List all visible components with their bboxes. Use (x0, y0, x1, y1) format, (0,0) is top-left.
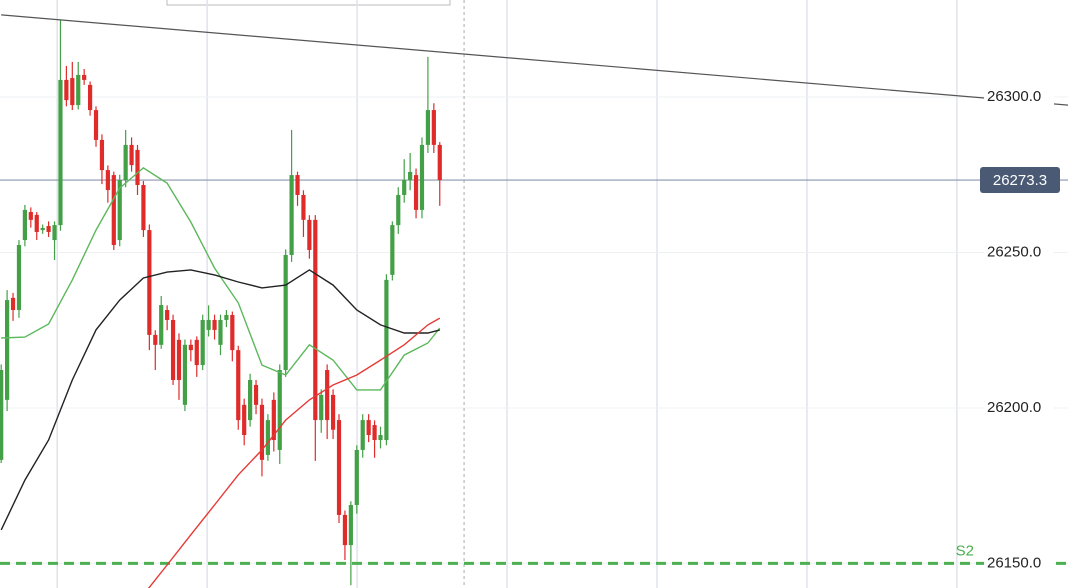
candle-body (413, 175, 419, 210)
candle-body (46, 226, 51, 232)
candle-body (236, 350, 241, 421)
candle-body (402, 180, 407, 195)
candle-body (372, 425, 377, 440)
candle-body (176, 339, 182, 380)
candle-body (170, 319, 176, 380)
candle-body (129, 144, 134, 166)
candle-body (52, 225, 57, 241)
candle-body (354, 449, 359, 505)
candle-body (366, 420, 371, 436)
y-tick-label: 26200.0 (987, 399, 1041, 416)
candle-body (34, 214, 39, 232)
candle-body (5, 300, 10, 400)
candle-body (87, 84, 93, 111)
price-label: 26273.3 (993, 172, 1047, 189)
candle-body (206, 319, 211, 330)
candle-body (396, 194, 401, 226)
candle-body (76, 74, 81, 106)
y-tick-bg (984, 554, 1054, 573)
candle-body (99, 139, 105, 171)
candle-body (242, 404, 247, 436)
candle-body (135, 149, 140, 186)
candle-body (200, 319, 205, 366)
candle-body (22, 209, 27, 241)
candle-body (147, 230, 152, 335)
indicator-line (1, 14, 1068, 106)
candle-body (283, 254, 288, 371)
candle-body (336, 420, 342, 515)
candle-body (248, 379, 253, 421)
candle-body (182, 344, 188, 405)
candle-body (159, 305, 164, 345)
candle-body (277, 370, 282, 450)
candle-body (58, 79, 63, 226)
candle-body (313, 219, 318, 421)
candle-body (378, 435, 383, 440)
candle-body (437, 144, 442, 181)
candle-body (360, 420, 365, 450)
candle-body (253, 384, 259, 405)
candle-body (230, 314, 235, 351)
y-tick-bg (984, 398, 1054, 417)
candle-body (301, 194, 306, 220)
candle-body (348, 504, 353, 546)
candle-body (330, 394, 336, 430)
candle-body (64, 79, 69, 101)
candle-body (117, 180, 122, 241)
candle-body (0, 370, 4, 460)
candle-body (425, 110, 431, 145)
candle-body (408, 171, 413, 181)
candle-body (105, 170, 110, 190)
candle-body (224, 314, 229, 320)
candle-body (28, 212, 33, 220)
candle-body (188, 344, 193, 351)
candle-body (259, 404, 265, 460)
candle-body (218, 319, 223, 345)
y-tick-label: 26300.0 (987, 88, 1041, 105)
candle-body (342, 514, 348, 546)
candle-body (141, 185, 146, 231)
candle-body (431, 110, 436, 145)
candle-body (165, 310, 170, 320)
y-tick-label: 26150.0 (987, 554, 1041, 571)
y-tick-label: 26250.0 (987, 243, 1041, 260)
candle-body (93, 110, 99, 140)
candle-body (390, 225, 395, 275)
candle-body (194, 339, 199, 366)
y-tick-bg (984, 243, 1054, 262)
candle-body (16, 245, 22, 311)
candle-body (123, 144, 128, 181)
indicator-line (0, 269, 440, 531)
candle-body (70, 78, 75, 106)
candle-body (289, 175, 294, 255)
candle-body (265, 420, 270, 455)
toolbar-box (166, 0, 451, 6)
level-label: S2 (956, 542, 974, 559)
candle-body (111, 175, 116, 246)
candle-body (384, 279, 389, 440)
candle-body (307, 219, 312, 251)
price-label-bg (980, 167, 1060, 194)
candle-body (153, 334, 158, 345)
candle-body (40, 227, 45, 231)
indicator-line (147, 317, 441, 588)
candle-body (319, 394, 324, 421)
y-tick-bg (984, 88, 1054, 107)
candle-body (82, 74, 87, 80)
candle-body (271, 399, 276, 440)
candle-body (419, 144, 425, 210)
candle-body (212, 319, 217, 330)
candle-body (10, 297, 16, 311)
candle-body (325, 370, 330, 421)
candle-body (295, 175, 300, 195)
indicator-line (1, 167, 441, 391)
